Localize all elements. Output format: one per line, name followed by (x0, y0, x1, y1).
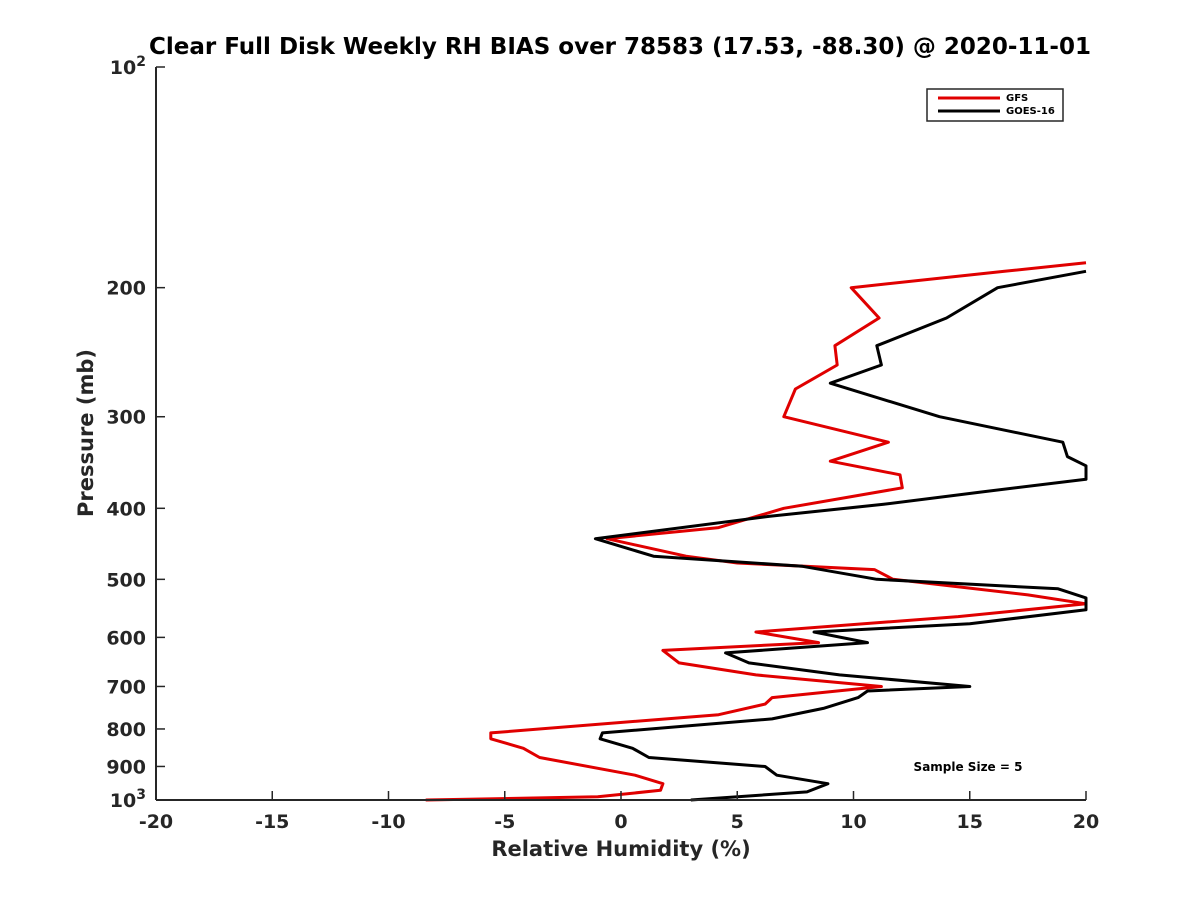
x-ticks: -20 -15 -10 -5 0 5 10 15 20 (139, 791, 1099, 833)
y-tick-label: 300 (106, 407, 146, 429)
plot-lines (425, 261, 1088, 802)
x-tick-label: 10 (840, 811, 866, 833)
x-tick-label: 20 (1073, 811, 1099, 833)
y-tick-label: 600 (106, 627, 146, 649)
y-tick-label: 500 (106, 569, 146, 591)
legend-box (926, 88, 1064, 122)
x-axis-label: Relative Humidity (%) (491, 837, 750, 861)
chart-title: Clear Full Disk Weekly RH BIAS over 7858… (149, 34, 1091, 60)
y-ticks: 102 200 300 400 500 600 700 800 900 103 (106, 54, 165, 812)
y-tick-label: 700 (106, 676, 146, 698)
y-tick-label: 900 (106, 756, 146, 778)
y-tick-label: 103 (110, 787, 146, 812)
y-tick-label: 800 (106, 719, 146, 741)
sample-size-annotation: Sample Size = 5 (914, 760, 1023, 774)
x-tick-label: -5 (494, 811, 515, 833)
axes: -20 -15 -10 -5 0 5 10 15 20 102 200 300 400 500 600 70… (106, 54, 1099, 833)
legend-label-goes16: GOES-16 (1006, 106, 1055, 117)
y-tick-label: 400 (106, 498, 146, 520)
legend: GFS GOES-16 (926, 88, 1064, 122)
x-tick-label: -20 (139, 811, 173, 833)
x-tick-label: 5 (731, 811, 744, 833)
series-line-goes16 (593, 269, 1088, 802)
y-tick-label: 102 (110, 54, 146, 79)
x-tick-label: 0 (614, 811, 627, 833)
series-line-gfs (425, 261, 1088, 802)
y-tick-label: 200 (106, 278, 146, 300)
legend-label-gfs: GFS (1006, 93, 1028, 104)
x-tick-label: 15 (957, 811, 983, 833)
x-tick-label: -10 (371, 811, 405, 833)
y-axis-label: Pressure (mb) (74, 349, 98, 517)
x-tick-label: -15 (255, 811, 289, 833)
